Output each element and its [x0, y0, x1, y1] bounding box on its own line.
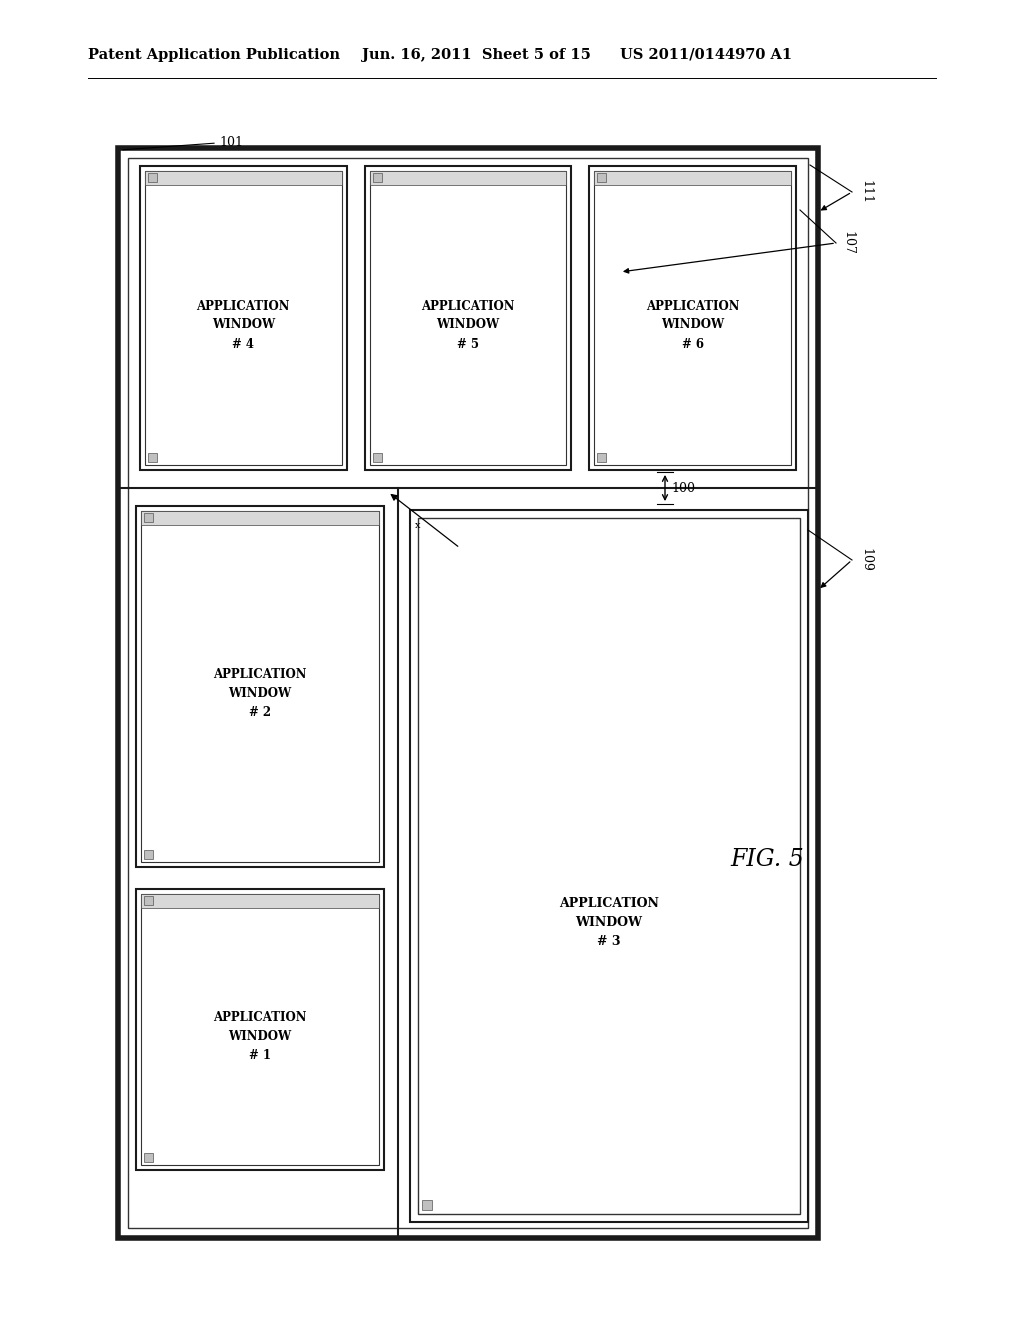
Bar	[144, 1152, 153, 1162]
Bar	[148, 173, 157, 182]
Bar	[373, 453, 382, 462]
Bar	[418, 517, 800, 1214]
Bar	[141, 511, 379, 862]
Bar	[145, 172, 342, 185]
Bar	[597, 173, 606, 182]
Text: APPLICATION
WINDOW
# 6: APPLICATION WINDOW # 6	[646, 300, 739, 351]
Bar	[597, 453, 606, 462]
Bar	[365, 166, 571, 470]
Bar	[370, 172, 566, 465]
Text: 101: 101	[219, 136, 243, 149]
Bar	[370, 172, 566, 185]
Bar	[148, 453, 157, 462]
Bar	[590, 166, 796, 470]
Bar	[594, 172, 791, 185]
Bar	[144, 513, 153, 521]
Text: US 2011/0144970 A1: US 2011/0144970 A1	[620, 48, 793, 62]
Bar	[141, 511, 379, 525]
Text: APPLICATION
WINDOW
# 1: APPLICATION WINDOW # 1	[213, 1011, 307, 1063]
Bar	[422, 1200, 432, 1210]
Text: APPLICATION
WINDOW
# 4: APPLICATION WINDOW # 4	[197, 300, 290, 351]
Text: Patent Application Publication: Patent Application Publication	[88, 48, 340, 62]
Text: x: x	[415, 521, 421, 531]
Bar	[594, 172, 791, 465]
Bar	[136, 506, 384, 867]
Text: 107: 107	[842, 231, 854, 255]
Bar	[144, 850, 153, 859]
Bar	[118, 148, 818, 1238]
Text: 105: 105	[470, 562, 494, 576]
Text: APPLICATION
WINDOW
# 2: APPLICATION WINDOW # 2	[213, 668, 307, 719]
Text: 111: 111	[859, 180, 872, 205]
Bar	[145, 172, 342, 465]
Text: Jun. 16, 2011  Sheet 5 of 15: Jun. 16, 2011 Sheet 5 of 15	[362, 48, 591, 62]
Bar	[140, 166, 347, 470]
Bar	[144, 896, 153, 906]
Bar	[141, 894, 379, 1166]
Bar	[136, 888, 384, 1170]
Text: 109: 109	[859, 548, 872, 572]
Text: APPLICATION
WINDOW
# 5: APPLICATION WINDOW # 5	[421, 300, 515, 351]
Bar	[373, 173, 382, 182]
Bar	[410, 510, 808, 1222]
Bar	[128, 158, 808, 1228]
Text: 100: 100	[671, 482, 695, 495]
Bar	[141, 894, 379, 908]
Text: FIG. 5: FIG. 5	[730, 849, 804, 871]
Text: APPLICATION
WINDOW
# 3: APPLICATION WINDOW # 3	[559, 898, 658, 949]
